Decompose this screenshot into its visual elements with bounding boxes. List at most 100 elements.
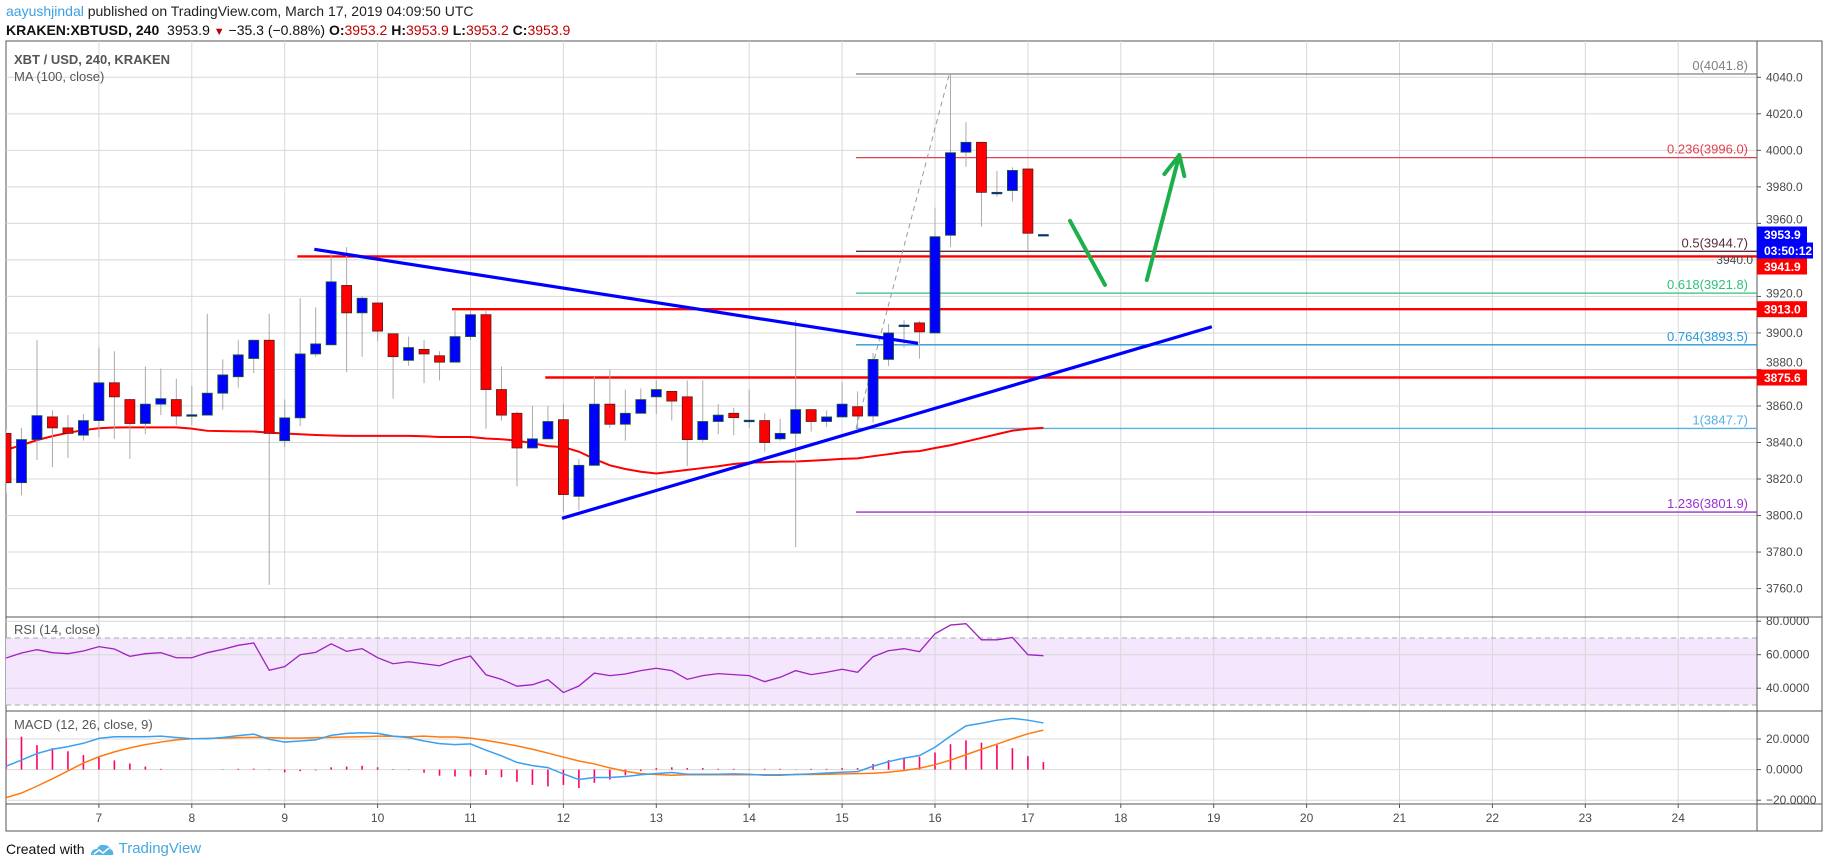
time-axis-label: 7 xyxy=(96,811,103,825)
candle-body xyxy=(124,399,136,424)
candle-body xyxy=(480,314,492,390)
countdown-badge-bg xyxy=(1757,242,1813,259)
price-axis-label: 3840.0 xyxy=(1766,436,1803,450)
high-label: H: xyxy=(391,22,406,38)
candle-body xyxy=(263,339,275,434)
candle xyxy=(1022,168,1034,251)
candle xyxy=(480,311,492,429)
candle xyxy=(217,359,229,410)
candle xyxy=(418,340,430,384)
time-axis-label: 14 xyxy=(743,811,757,825)
candle xyxy=(108,351,120,439)
candle xyxy=(263,313,275,585)
price-axis-label: 3860.0 xyxy=(1766,399,1803,413)
chart-frame xyxy=(5,40,1823,832)
rsi-line xyxy=(6,623,1044,694)
candle-body xyxy=(960,141,972,153)
macd-legend: MACD (12, 26, close, 9) xyxy=(14,717,153,732)
price-axis-label: 3820.0 xyxy=(1766,472,1803,486)
publish-info: aayushjindal published on TradingView.co… xyxy=(6,3,474,19)
candle xyxy=(697,380,709,443)
candle-body xyxy=(217,374,229,394)
candle xyxy=(511,411,523,487)
level-price-badge-bg xyxy=(1757,301,1807,318)
candle xyxy=(139,366,151,435)
trendline[interactable] xyxy=(561,325,1213,520)
candle-body xyxy=(558,419,569,495)
candle-body xyxy=(418,348,430,355)
fib-level-label: 0.236(3996.0) xyxy=(1667,142,1748,157)
price-change: −35.3 (−0.88%) xyxy=(228,22,326,38)
candle xyxy=(883,323,894,367)
candle xyxy=(542,405,554,440)
candle-body xyxy=(883,332,894,360)
candle-body xyxy=(914,322,925,333)
time-axis-label: 19 xyxy=(1207,811,1221,825)
candle-body xyxy=(186,414,198,417)
author-link[interactable]: aayushjindal xyxy=(6,3,84,19)
time-axis-label: 11 xyxy=(464,811,477,825)
candle-body xyxy=(759,420,771,443)
candle-body xyxy=(93,382,105,421)
up-arrow-line[interactable] xyxy=(1144,153,1182,282)
candle-body xyxy=(542,421,554,440)
countdown-badge: 03:50:12 xyxy=(1764,244,1812,258)
time-axis-label: 10 xyxy=(371,811,385,825)
trendline[interactable] xyxy=(314,247,919,345)
candle xyxy=(945,74,956,248)
candle-body xyxy=(945,152,956,236)
candle-body xyxy=(201,392,213,416)
candle-body xyxy=(279,417,291,442)
candle-body xyxy=(1037,234,1049,237)
candle-body xyxy=(805,409,817,422)
macd-axis-label: 20.0000 xyxy=(1766,732,1810,746)
candle xyxy=(465,311,476,341)
candle-body xyxy=(619,412,631,425)
candle xyxy=(759,413,771,452)
candle xyxy=(929,207,941,334)
price-axis-label: 3940.0 xyxy=(1716,253,1753,267)
fib-level-label: 0.5(3944.7) xyxy=(1682,235,1749,250)
close-label: C: xyxy=(512,22,528,38)
candle xyxy=(666,390,678,421)
time-axis-label: 12 xyxy=(557,811,571,825)
candle-body xyxy=(16,439,27,484)
candle xyxy=(743,389,755,428)
candle-body xyxy=(387,333,399,358)
candle xyxy=(201,313,213,416)
candle-body xyxy=(310,343,322,355)
candle xyxy=(496,366,507,421)
tradingview-brand[interactable]: TradingView xyxy=(118,840,202,857)
footer: Created with TradingView xyxy=(6,840,201,857)
rsi-band xyxy=(6,637,1757,705)
candle-body xyxy=(743,419,755,423)
candle-body xyxy=(372,302,384,332)
macd-line xyxy=(6,717,1044,781)
candle xyxy=(619,389,631,441)
candle xyxy=(790,320,802,548)
candle xyxy=(186,385,198,426)
level-price-badge-bg xyxy=(1757,369,1807,386)
candle-body xyxy=(511,412,523,449)
candle-body xyxy=(635,399,647,414)
level-price-badge: 3941.9 xyxy=(1764,260,1801,274)
candle-body xyxy=(712,414,724,422)
candle xyxy=(650,380,662,415)
last-price-badge: 3953.9 xyxy=(1764,228,1801,242)
open-label: O: xyxy=(328,22,345,38)
candle-body xyxy=(139,403,151,424)
candle xyxy=(341,247,353,373)
time-axis-label: 23 xyxy=(1579,811,1593,825)
candle-body xyxy=(852,406,863,417)
down-arrow-line[interactable] xyxy=(1067,218,1108,287)
candle xyxy=(573,458,585,511)
candle xyxy=(898,320,910,348)
open-value: 3953.2 xyxy=(344,22,388,38)
candle-body xyxy=(449,336,461,363)
candle-body xyxy=(465,314,476,337)
candle xyxy=(232,340,244,388)
publish-text: published on TradingView.com, March 17, … xyxy=(87,3,474,19)
candle-body xyxy=(403,347,414,361)
candle xyxy=(93,347,105,438)
